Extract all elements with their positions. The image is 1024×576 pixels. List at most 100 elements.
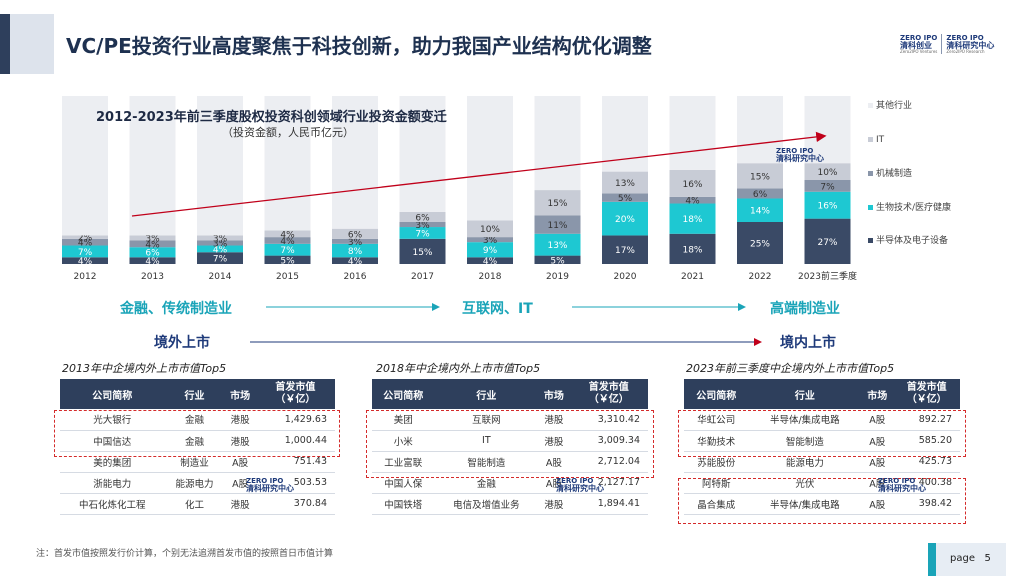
page-label: page	[950, 553, 975, 564]
cell-company: 中国铁塔	[372, 493, 435, 515]
header-logo: ZERO IPO 清科创业 Zero2IPO Ventures ZERO IPO…	[900, 34, 994, 54]
page-title: VC/PE投资行业高度聚焦于科技创新，助力我国产业结构优化调整	[66, 34, 652, 58]
data-label: 4%	[280, 230, 295, 240]
x-tick-label: 2018	[479, 272, 502, 282]
data-label: 14%	[750, 207, 770, 217]
research-cn: 清科研究中心	[556, 484, 604, 493]
bar-segment	[399, 227, 446, 239]
highlight-2023-tech-a	[678, 410, 966, 457]
table-row: 阿特斯 光伏 A股 400.38	[684, 472, 960, 494]
col-market-cap: 首发市值 （￥亿）	[569, 379, 648, 409]
table-header-row: 公司简称 行业 市场 首发市值 （￥亿）	[684, 379, 960, 409]
bar-segment	[669, 196, 716, 204]
col-market: 市场	[224, 379, 256, 409]
cell-industry: 半导体/集成电路	[748, 493, 862, 515]
bar-segment	[197, 252, 243, 264]
bar-segment	[264, 243, 311, 256]
bar-segment	[129, 240, 176, 248]
cell-market: A股	[861, 472, 894, 494]
data-label: 10%	[817, 168, 837, 178]
page-number: page 5	[950, 553, 991, 564]
data-label: 3%	[213, 240, 228, 250]
listing-to-label: 境内上市	[780, 335, 836, 351]
legend-label: 其他行业	[876, 99, 912, 111]
cell-company: 晶合集成	[684, 493, 749, 515]
legend-swatch	[868, 137, 873, 142]
data-label: 10%	[480, 225, 500, 235]
bar-segment	[602, 171, 648, 194]
x-tick-label: 2016	[344, 272, 367, 282]
cell-market-cap: 400.38	[893, 472, 960, 494]
x-tick-label: 2013	[141, 272, 164, 282]
bar-segment	[467, 220, 513, 238]
x-tick-label: 2023前三季度	[798, 270, 857, 282]
bar-segment	[332, 257, 378, 264]
title-bar: VC/PE投资行业高度聚焦于科技创新，助力我国产业结构优化调整	[0, 0, 1024, 80]
table-row: 小米 IT 港股 3,009.34	[372, 430, 648, 452]
data-label: 4%	[483, 257, 498, 267]
table-row: 华勤技术 智能制造 A股 585.20	[684, 430, 960, 452]
bar-segment	[737, 222, 783, 264]
cell-market-cap: 3,009.34	[569, 430, 648, 452]
x-tick-label: 2021	[681, 272, 704, 282]
table-2023-title: 2023年前三季度中企境内外上市市值Top5	[686, 362, 895, 375]
data-label: 2%	[78, 234, 93, 244]
data-label: 27%	[817, 238, 837, 248]
cell-market: 港股	[538, 493, 570, 515]
bar-segment	[399, 211, 446, 222]
data-label: 6%	[348, 230, 363, 240]
trend-mid-label: 互联网、IT	[462, 301, 533, 317]
data-label: 11%	[547, 221, 567, 231]
bar-segment	[264, 96, 311, 231]
bar-segment	[534, 190, 581, 216]
listing-from-label: 境外上市	[154, 335, 210, 351]
brand-cn: 清科创业	[900, 40, 932, 50]
bar-segment	[62, 245, 108, 258]
cell-industry: 智能制造	[434, 451, 539, 473]
data-label: 8%	[348, 247, 363, 257]
data-label: 3%	[348, 238, 363, 248]
col-company: 公司简称	[372, 379, 435, 409]
data-label: 3%	[213, 234, 228, 244]
table-logo-2018: ZERO IPO 清科研究中心	[556, 478, 604, 493]
chart-title: 2012-2023年前三季度股权投资科创领域行业投资金额变迁	[96, 110, 447, 125]
bar-segment	[129, 235, 176, 241]
col-market-cap: 首发市值 （￥亿）	[255, 379, 335, 409]
data-label: 16%	[817, 202, 837, 212]
table-row: 美团 互联网 港股 3,310.42	[372, 409, 648, 431]
brand-mark: ZERO IPO	[900, 33, 938, 42]
bar-segment	[804, 191, 851, 219]
data-label: 4%	[213, 245, 228, 255]
bar-segment	[669, 96, 716, 170]
cell-industry: 智能制造	[748, 430, 862, 452]
data-label: 3%	[145, 234, 160, 244]
legend-label: 生物技术/医疗健康	[876, 201, 951, 213]
bar-segment	[264, 237, 311, 244]
data-label: 16%	[682, 180, 702, 190]
data-label: 5%	[280, 256, 295, 266]
bar-segment	[332, 238, 378, 244]
legend-label: 半导体及电子设备	[876, 234, 948, 246]
table-2013-title: 2013年中企境内外上市市值Top5	[62, 362, 227, 375]
bar-segment	[62, 238, 108, 246]
table-row: 中国信达 金融 港股 1,000.44	[60, 430, 335, 452]
cell-industry: 互联网	[434, 409, 539, 431]
bar-segment	[332, 228, 378, 239]
cell-industry: 能源电力	[164, 472, 225, 494]
highlight-2023-tech-b	[678, 478, 966, 524]
table-2013: 公司简称 行业 市场 首发市值 （￥亿） 光大银行 金融 港股 1,429.63 中国信…	[60, 379, 335, 515]
table-logo-2013: ZERO IPO 清科研究中心	[246, 478, 294, 493]
cell-company: 中石化炼化工程	[60, 493, 165, 515]
logo-separator	[941, 34, 943, 54]
cell-market: 港股	[224, 493, 256, 515]
cell-industry: 电信及增值业务	[434, 493, 539, 515]
data-label: 6%	[145, 249, 160, 259]
bar-segment	[804, 163, 851, 180]
table-header-row: 公司简称 行业 市场 首发市值 （￥亿）	[372, 379, 648, 409]
col-industry: 行业	[164, 379, 225, 409]
cell-company: 阿特斯	[684, 472, 749, 494]
bar-segment	[534, 233, 581, 256]
cell-industry: 半导体/集成电路	[748, 409, 862, 431]
col-company: 公司简称	[684, 379, 749, 409]
